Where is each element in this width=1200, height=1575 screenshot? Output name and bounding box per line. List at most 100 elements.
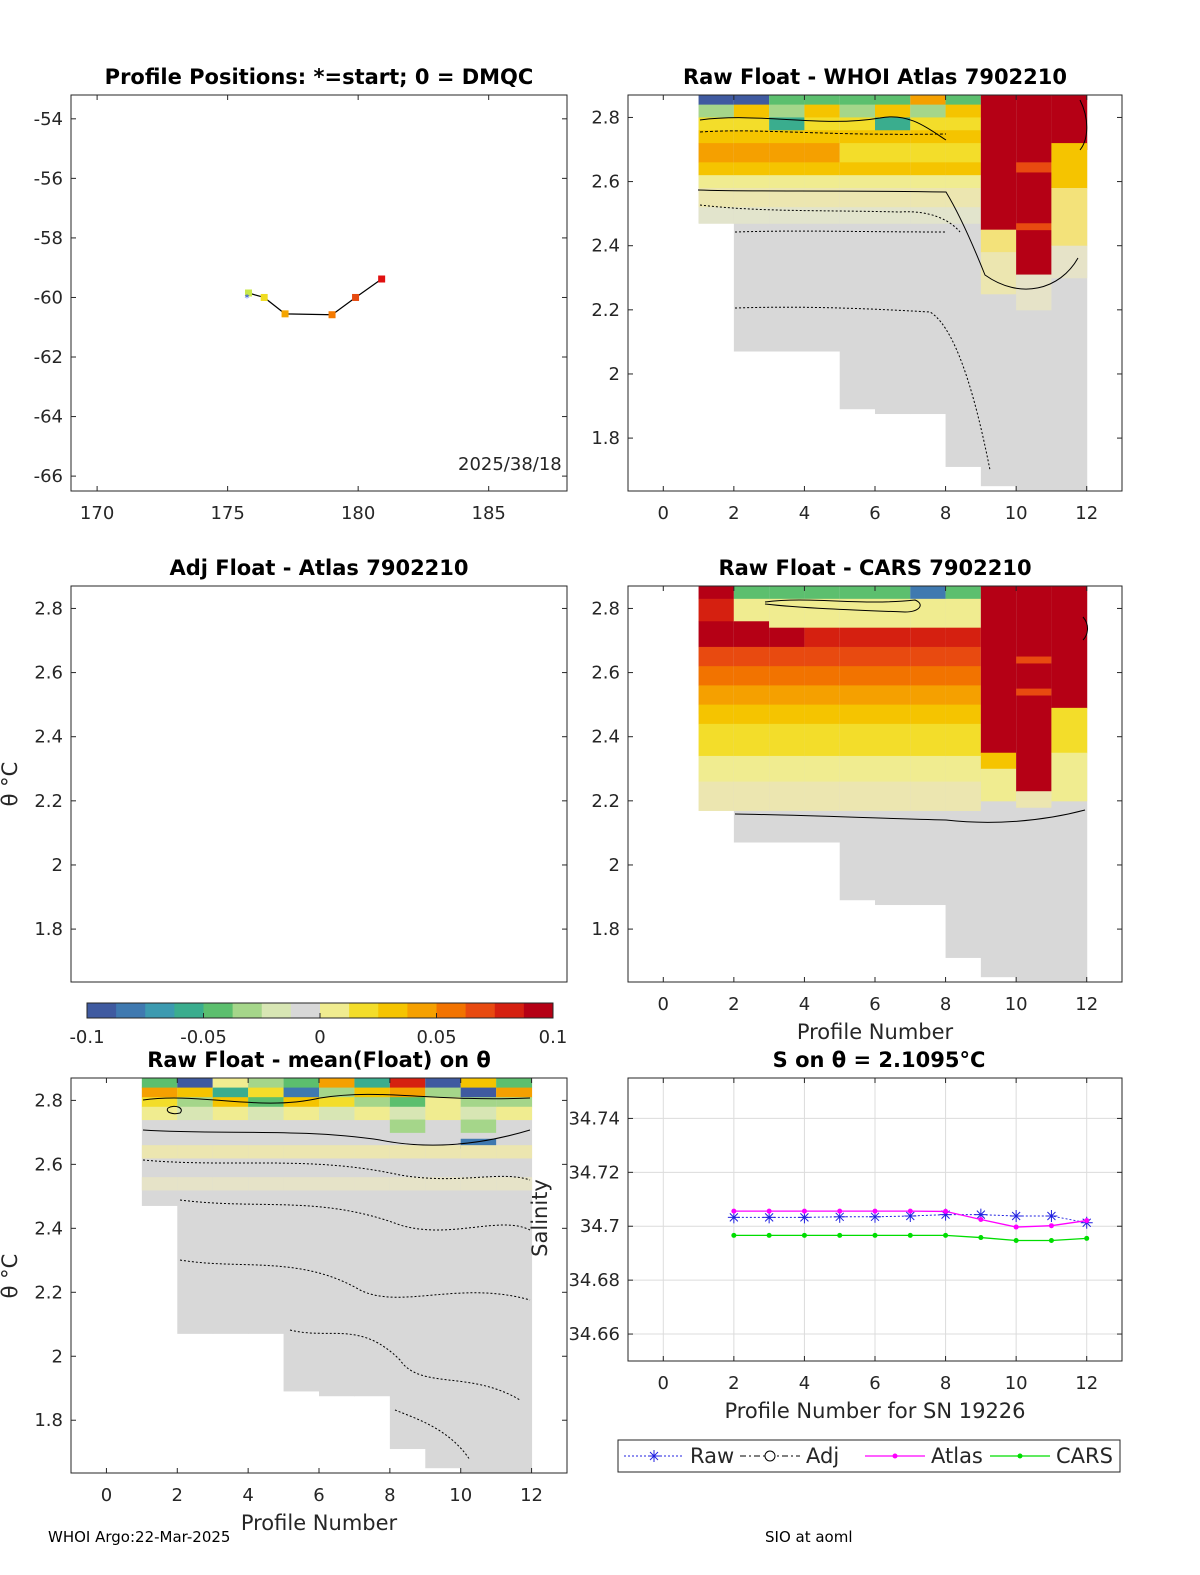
heatmap-cell <box>1016 274 1052 311</box>
raw-whoi-ytick-label: 2 <box>609 364 620 385</box>
heatmap-cell <box>769 723 805 757</box>
salinity-point-raw <box>833 1210 846 1223</box>
heatmap-cell <box>769 104 805 118</box>
positions-axes <box>70 94 568 492</box>
raw-mean-panel: Raw Float - mean(Float) on θ 0 2 4 6 8 10 12 1.… <box>0 1048 568 1535</box>
raw-mean-ytick-label: 2.6 <box>34 1154 63 1175</box>
heatmap-cell <box>698 117 735 131</box>
adj-atlas-ytick-label: 2 <box>52 855 63 876</box>
heatmap-cell <box>248 1097 285 1108</box>
heatmap-cell <box>804 117 841 131</box>
heatmap-cell <box>945 723 982 757</box>
heatmap-cell <box>945 130 982 144</box>
heatmap-cell <box>698 143 735 163</box>
heatmap-cell <box>769 117 805 131</box>
raw-mean-ytick-label: 2.2 <box>34 1282 63 1303</box>
heatmap-cell <box>319 1145 355 1159</box>
heatmap-cell <box>212 1097 249 1108</box>
colorbar-segment <box>174 1003 204 1018</box>
heatmap-cell <box>496 1078 533 1473</box>
heatmap-cell <box>1016 688 1052 696</box>
heatmap-cell <box>945 685 982 706</box>
heatmap-cell <box>733 598 770 622</box>
heatmap-cell <box>910 143 947 163</box>
heatmap-cell <box>910 704 947 725</box>
heatmap-cell <box>769 187 805 208</box>
heatmap-cell <box>945 781 982 811</box>
adj-atlas-ylabel: θ °C <box>0 762 22 807</box>
heatmap-cell <box>875 685 911 706</box>
heatmap-cell <box>733 130 770 144</box>
heatmap-cell <box>496 1087 533 1098</box>
heatmap-cell <box>212 1087 249 1098</box>
heatmap-cell <box>910 666 947 686</box>
heatmap-cell <box>980 252 1017 295</box>
salinity-point-atlas <box>978 1217 984 1222</box>
heatmap-cell <box>875 187 911 208</box>
salinity-point-atlas <box>766 1208 772 1214</box>
heatmap-cell <box>910 598 947 629</box>
heatmap-cell <box>733 666 770 686</box>
raw-whoi-ytick-label: 2.2 <box>591 300 620 321</box>
heatmap-cell <box>389 1177 426 1191</box>
heatmap-cell <box>839 755 876 783</box>
salinity-point-atlas <box>872 1208 878 1214</box>
adj-atlas-ytick-label: 1.8 <box>34 919 63 940</box>
heatmap-cell <box>354 1097 391 1108</box>
legend-label: CARS <box>1056 1444 1113 1468</box>
heatmap-cell <box>839 586 876 600</box>
heatmap-cell <box>177 1078 214 1334</box>
heatmap-cell <box>212 1177 249 1191</box>
colorbar-segment <box>290 1003 321 1018</box>
raw-cars-xtick-label: 8 <box>940 994 951 1015</box>
heatmap-cell <box>839 130 876 144</box>
heatmap-cell <box>354 1078 391 1397</box>
salinity-xtick-label: 6 <box>869 1373 880 1394</box>
raw-whoi-xtick-label: 0 <box>658 503 669 524</box>
heatmap-cell <box>945 598 982 629</box>
heatmap-cell <box>980 586 1017 754</box>
heatmap-cell <box>389 1078 426 1450</box>
salinity-xtick-label: 0 <box>658 1373 669 1394</box>
adj-atlas-panel: Adj Float - Atlas 7902210 1.8 2 2.2 2.4 2.6 2… <box>0 556 568 983</box>
adj-atlas-title: Adj Float - Atlas 7902210 <box>169 556 468 580</box>
heatmap-cell <box>875 162 911 176</box>
footer-right: SIO at aoml <box>765 1528 853 1546</box>
heatmap-cell <box>945 117 982 131</box>
raw-cars-ytick-label: 1.8 <box>591 919 620 940</box>
raw-mean-ytick-label: 2 <box>52 1346 63 1367</box>
heatmap-cell <box>839 598 876 629</box>
heatmap-cell <box>910 104 947 118</box>
raw-whoi-xtick-label: 2 <box>728 503 739 524</box>
heatmap-cell <box>875 646 911 667</box>
heatmap-cell <box>875 723 911 757</box>
salinity-point-atlas <box>801 1208 807 1214</box>
heatmap-cell <box>425 1177 462 1191</box>
positions-marker <box>260 293 268 301</box>
heatmap-cell <box>769 781 805 811</box>
heatmap-cell <box>1016 223 1052 231</box>
heatmap-cell <box>945 143 982 163</box>
colorbar-ticks: -0.1 -0.05 0 0.05 0.1 <box>69 1013 567 1048</box>
heatmap-cell <box>804 598 841 629</box>
heatmap-cell <box>698 586 735 600</box>
positions-start-marker: * <box>245 293 250 304</box>
heatmap-cell <box>141 1106 178 1121</box>
salinity-series <box>727 1208 1093 1244</box>
heatmap-cell <box>804 130 841 144</box>
heatmap-cell <box>804 207 841 224</box>
colorbar-tick-label: 0.1 <box>539 1027 568 1048</box>
heatmap-cell <box>769 704 805 725</box>
heatmap-cell <box>248 1145 285 1159</box>
heatmap-cell <box>177 1145 214 1159</box>
heatmap-cell <box>733 586 770 600</box>
heatmap-cell <box>804 685 841 706</box>
heatmap-cell <box>283 1087 320 1098</box>
raw-cars-ytick-label: 2.6 <box>591 663 620 684</box>
colorbar-segment <box>465 1003 496 1018</box>
colorbar-segment <box>436 1003 467 1018</box>
heatmap-cell <box>733 755 770 783</box>
heatmap-cell <box>804 104 841 118</box>
heatmap-cell <box>460 1119 497 1133</box>
salinity-xtick-label: 4 <box>799 1373 810 1394</box>
